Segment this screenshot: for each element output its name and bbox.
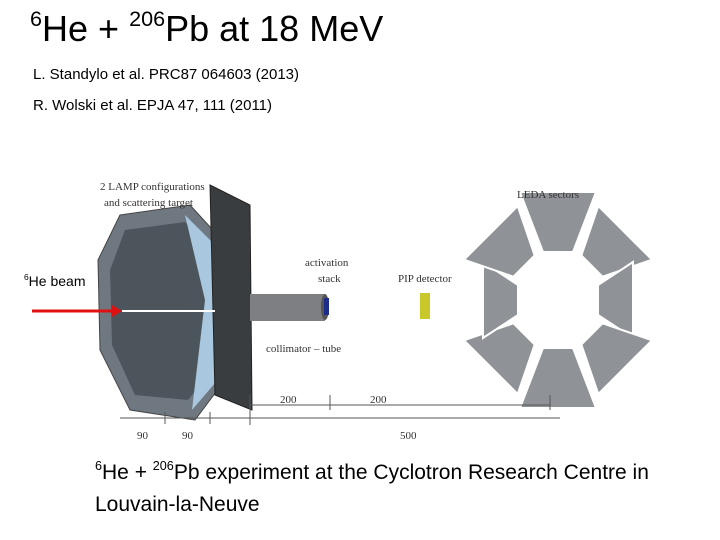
pip-detector [420, 293, 430, 319]
caption: 6He + 206Pb experiment at the Cyclotron … [95, 458, 655, 519]
title-sup: 6 [30, 5, 43, 31]
collimator-plate [209, 184, 253, 411]
beam-label: 6He beam [24, 272, 86, 289]
diagram-label: and scattering target [104, 197, 193, 209]
leda-sector [580, 204, 654, 278]
dimension-label: 90 [137, 430, 149, 442]
activation-stack [324, 298, 329, 315]
title-text: Pb at 18 MeV [165, 8, 384, 49]
reference: R. Wolski et al. EPJA 47, 111 (2011) [33, 97, 273, 114]
dimensions [120, 395, 560, 425]
leda-sector [518, 347, 598, 409]
dimension-label: 200 [280, 394, 297, 406]
caption-sup: 206 [152, 459, 174, 474]
collimator-tube [250, 294, 325, 321]
leda-sector [462, 322, 536, 396]
title-text: He + [42, 8, 130, 49]
beam-arrow [112, 305, 122, 317]
reference: L. Standylo et al. PRC87 064603 (2013) [33, 66, 300, 83]
caption-text: Pb experiment at the Cyclotron Research … [95, 461, 649, 516]
dimension-label: 90 [182, 430, 194, 442]
diagram-label: stack [318, 273, 341, 285]
title: 6He + 206Pb at 18 MeV [30, 5, 384, 50]
leda-sector [518, 191, 598, 253]
leda [462, 191, 654, 409]
diagram-label: 2 LAMP configurations [100, 181, 205, 193]
beam-sup: 6 [24, 272, 29, 283]
diagram-label: activation [305, 257, 349, 269]
diagram-label: collimator – tube [266, 343, 341, 355]
title-sup: 206 [129, 5, 166, 31]
caption-sup: 6 [95, 459, 103, 474]
diagram-label: PIP detector [398, 273, 452, 285]
beam-text: He beam [28, 273, 86, 289]
diagram-label: LEDA sectors [517, 189, 579, 201]
dimension-label: 500 [400, 430, 417, 442]
dimension-label: 200 [370, 394, 387, 406]
caption-text: He + [102, 461, 153, 484]
leda-sector [462, 204, 536, 278]
leda-sector [580, 322, 654, 396]
